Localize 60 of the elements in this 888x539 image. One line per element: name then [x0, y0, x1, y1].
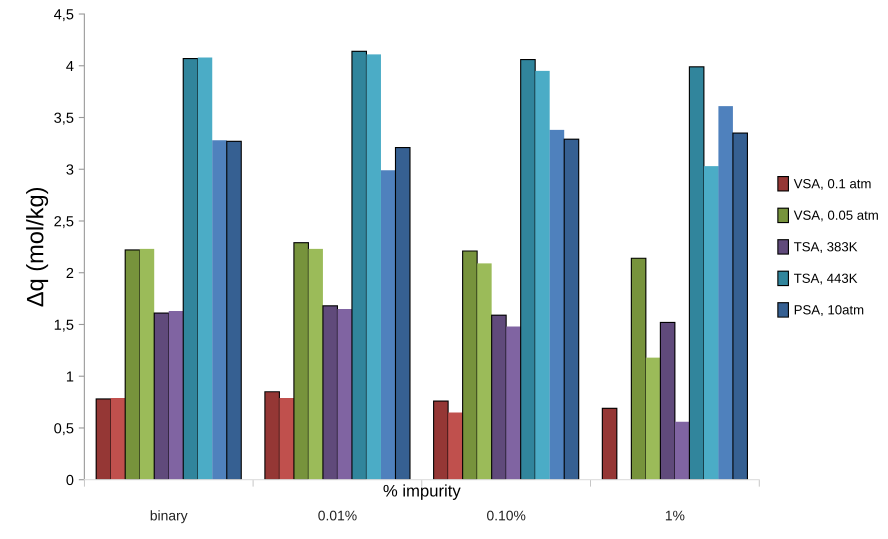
x-tick-label: 0.10%	[487, 510, 526, 520]
bar	[718, 106, 733, 480]
bar	[448, 412, 463, 480]
bar	[602, 408, 618, 480]
bar	[212, 140, 227, 480]
bar	[660, 322, 676, 480]
y-tick-label: 2,5	[54, 216, 74, 228]
y-axis-title: Δq (mol/kg)	[26, 188, 48, 307]
bar	[366, 54, 381, 480]
y-tick-label: 1	[66, 371, 74, 382]
bar	[337, 308, 352, 480]
bar	[96, 398, 112, 480]
bar	[477, 263, 492, 480]
bar	[279, 398, 294, 480]
bar	[322, 305, 338, 480]
bar	[226, 140, 242, 480]
bar	[550, 130, 564, 480]
bar	[506, 326, 521, 480]
bar	[168, 311, 184, 480]
legend-label: TSA, 383K	[794, 242, 858, 253]
bar	[394, 146, 411, 480]
bar	[674, 422, 690, 480]
bar	[688, 66, 704, 480]
bar	[732, 132, 748, 480]
bar	[124, 249, 140, 480]
bar	[110, 398, 126, 480]
bar	[646, 358, 660, 480]
bar	[380, 170, 396, 480]
y-tick-label: 1,5	[54, 320, 74, 332]
bar	[535, 70, 550, 480]
y-tick-label: 3,5	[54, 112, 74, 125]
legend-label: VSA, 0.1 atm	[794, 179, 871, 190]
bar	[491, 314, 507, 480]
bar	[564, 138, 580, 480]
bar	[520, 58, 536, 480]
bar	[308, 248, 323, 480]
y-tick-label: 2	[66, 268, 74, 278]
legend-label: VSA, 0.05 atm	[794, 210, 878, 222]
y-tick-label: 0	[66, 474, 74, 486]
bar	[433, 400, 449, 480]
x-axis-title: % impurity	[384, 484, 461, 500]
legend-label: TSA, 443K	[794, 274, 858, 285]
x-tick-label: 1%	[666, 510, 684, 520]
bar	[154, 312, 170, 480]
y-tick-label: 4	[66, 61, 74, 72]
bar	[182, 58, 198, 480]
bar	[293, 242, 309, 480]
x-tick-label: binary	[150, 510, 188, 524]
bar	[351, 50, 368, 480]
bar	[704, 166, 718, 480]
x-tick-label: 0.01%	[318, 510, 357, 520]
legend-label: PSA, 10atm	[794, 305, 864, 316]
bar	[264, 391, 280, 480]
bar	[198, 57, 212, 480]
y-tick-label: 3	[66, 164, 74, 175]
y-tick-label: 4,5	[54, 9, 74, 22]
y-tick-label: 0,5	[54, 423, 74, 436]
bar	[140, 248, 154, 480]
bar	[630, 258, 646, 480]
bar	[462, 250, 478, 480]
